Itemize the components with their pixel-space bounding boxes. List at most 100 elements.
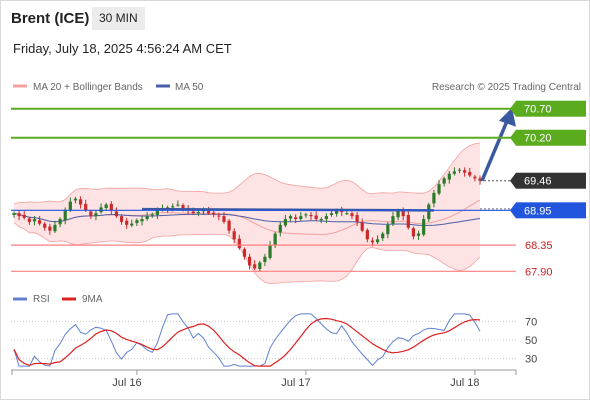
candle-body bbox=[109, 203, 113, 211]
candle-body bbox=[452, 171, 456, 174]
candle-body bbox=[68, 201, 72, 211]
candle-body bbox=[94, 213, 98, 217]
candle-body bbox=[324, 216, 328, 220]
projection-arrow-head bbox=[499, 107, 516, 127]
current-price-label: 69.46 bbox=[524, 176, 552, 188]
candle-body bbox=[473, 176, 477, 179]
candle-body bbox=[406, 214, 410, 228]
timeframe-badge[interactable]: 30 MIN bbox=[92, 7, 145, 30]
candle-body bbox=[268, 245, 272, 258]
pivot-tag-pointer bbox=[510, 202, 516, 219]
support-label: 68.35 bbox=[525, 240, 553, 252]
x-tick-label: Jul 18 bbox=[450, 377, 479, 389]
candle-body bbox=[125, 220, 129, 225]
candle-body bbox=[84, 203, 88, 211]
ma20-legend-label: MA 20 + Bollinger Bands bbox=[33, 82, 143, 93]
candle-body bbox=[468, 172, 472, 176]
candle-body bbox=[396, 210, 400, 218]
candle-body bbox=[212, 212, 216, 215]
candle-body bbox=[232, 231, 236, 240]
candle-body bbox=[411, 228, 416, 237]
candle-body bbox=[58, 219, 62, 225]
candle-body bbox=[416, 233, 421, 236]
candle-body bbox=[319, 219, 323, 221]
candle-body bbox=[38, 220, 42, 224]
candle-body bbox=[345, 213, 349, 215]
candle-body bbox=[427, 204, 431, 220]
candle-body bbox=[104, 204, 108, 208]
candle-body bbox=[288, 216, 293, 219]
candle-body bbox=[119, 216, 124, 222]
instrument-title: Brent (ICE) bbox=[11, 10, 90, 27]
pivot-tag bbox=[516, 202, 586, 219]
resistance-tag-pointer bbox=[510, 100, 516, 117]
current-tag-pointer bbox=[510, 172, 516, 189]
candle-body bbox=[89, 211, 93, 217]
rsi-ma-line bbox=[13, 317, 481, 367]
rsi-layer: 70 50 30 bbox=[11, 313, 537, 367]
candle-body bbox=[17, 213, 21, 217]
candle-body bbox=[140, 219, 144, 222]
candle-body bbox=[176, 204, 180, 206]
candle-body bbox=[114, 211, 119, 217]
candle-body bbox=[237, 238, 241, 249]
bollinger-band-area bbox=[14, 143, 480, 284]
candle-body bbox=[258, 262, 262, 269]
rsi-line bbox=[13, 313, 481, 367]
rsi-tick-label: 50 bbox=[525, 335, 537, 347]
candle-body bbox=[73, 198, 78, 201]
candle-body bbox=[48, 226, 52, 231]
candle-body bbox=[304, 214, 308, 216]
candle-body bbox=[401, 210, 405, 217]
resistance-label: 70.70 bbox=[524, 104, 552, 116]
candle-body bbox=[53, 224, 57, 232]
candle-body bbox=[196, 212, 200, 214]
candle-body bbox=[155, 210, 159, 215]
resistance-tag bbox=[516, 100, 586, 117]
candle-body bbox=[222, 216, 226, 222]
candle-body bbox=[63, 210, 67, 221]
candle-body bbox=[437, 184, 441, 194]
resistance-label: 70.20 bbox=[524, 133, 552, 145]
candle-body bbox=[278, 224, 282, 233]
credit-label: Research © 2025 Trading Central bbox=[432, 82, 581, 93]
candle-body bbox=[135, 220, 139, 224]
candle-body bbox=[171, 206, 175, 208]
candle-body bbox=[32, 219, 37, 222]
candle-body bbox=[145, 216, 149, 220]
bollinger-upper-line bbox=[13, 142, 481, 205]
candle-body bbox=[294, 217, 298, 220]
ma50-legend-label: MA 50 bbox=[175, 82, 204, 93]
candle-body bbox=[150, 214, 154, 216]
candle-body bbox=[432, 192, 436, 204]
candle-body bbox=[299, 216, 303, 220]
candle-body bbox=[375, 239, 380, 243]
candle-body bbox=[442, 178, 446, 184]
candle-body bbox=[478, 178, 482, 181]
candle-body bbox=[27, 218, 31, 222]
rsi-legend-label: RSI bbox=[33, 294, 50, 305]
candle-body bbox=[422, 219, 426, 235]
date-time: Friday, July 18, 2025 4:56:24 AM CET bbox=[13, 41, 232, 56]
candle-body bbox=[335, 210, 339, 214]
candle-body bbox=[130, 223, 134, 226]
candle-body bbox=[22, 214, 26, 218]
rsi-ma-legend-label: 9MA bbox=[82, 294, 103, 305]
candle-body bbox=[355, 214, 359, 222]
candle-body bbox=[12, 213, 16, 215]
resistance-tag-pointer bbox=[510, 129, 516, 146]
candle-body bbox=[273, 233, 277, 246]
candle-body bbox=[206, 210, 211, 214]
candle-body bbox=[391, 216, 395, 225]
candle-body bbox=[242, 249, 247, 257]
candle-body bbox=[457, 169, 462, 171]
current-price-tag bbox=[516, 172, 586, 189]
candle-body bbox=[350, 213, 354, 217]
candle-body bbox=[283, 219, 288, 226]
bollinger-lower-line bbox=[13, 222, 481, 285]
levels-layer: 70.70 70.20 69.46 68.95 68.35 67.90 bbox=[11, 100, 586, 278]
candle-body bbox=[329, 213, 334, 215]
candle-body bbox=[314, 215, 318, 220]
projection-arrow-shaft bbox=[480, 118, 510, 182]
